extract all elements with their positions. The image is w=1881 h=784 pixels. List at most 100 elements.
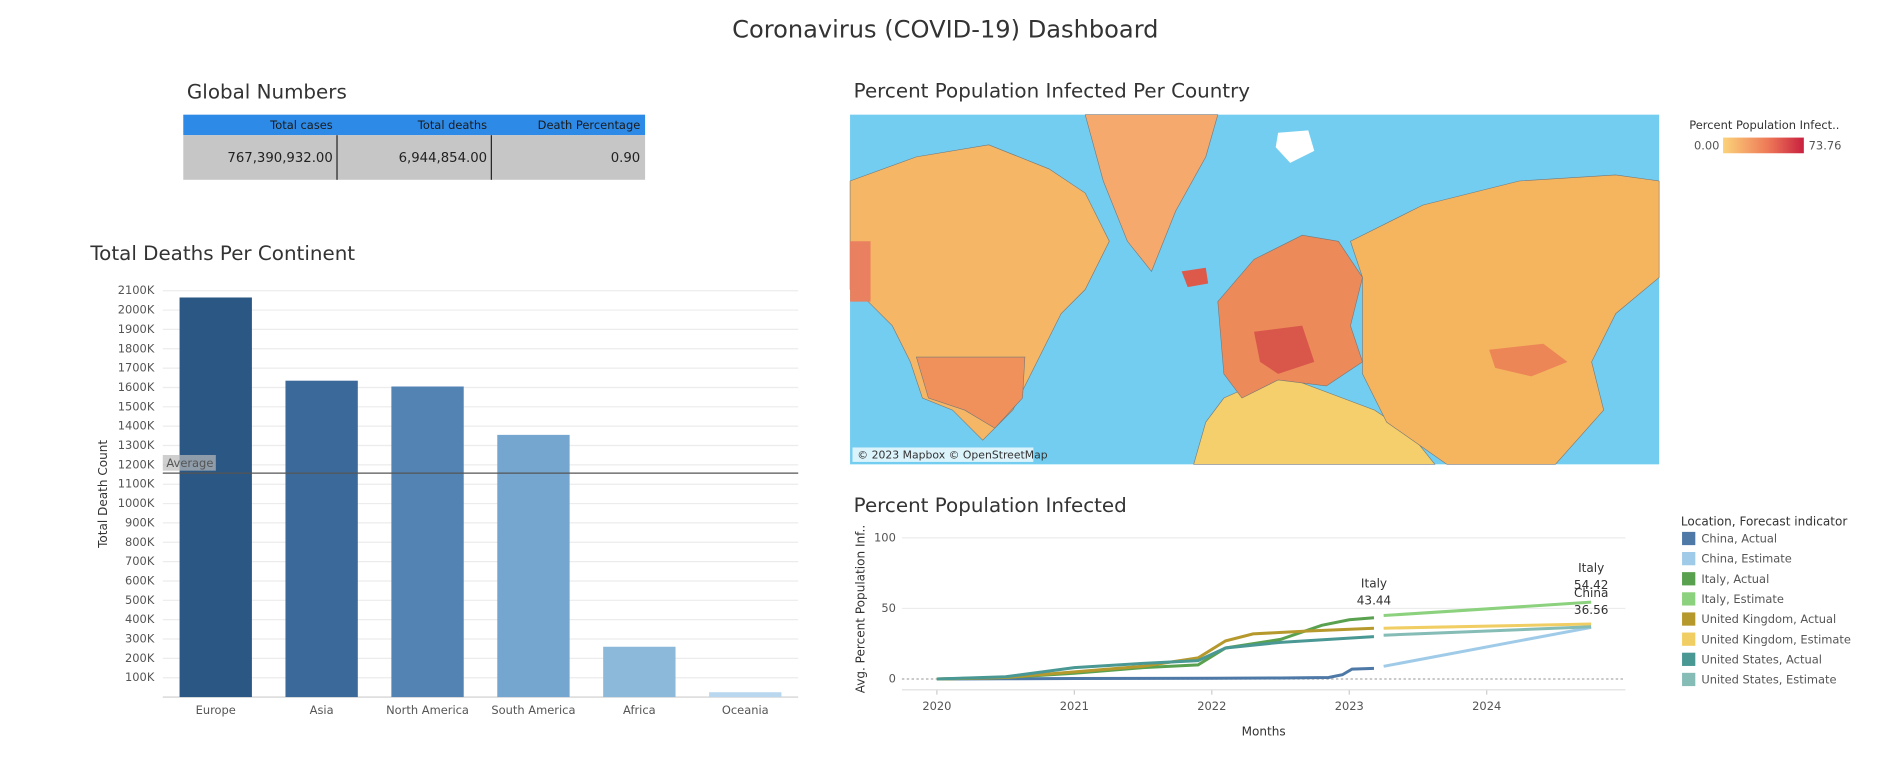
y-tick-label: 1000K [118,496,155,510]
bar [285,380,358,698]
legend-label: Italy, Estimate [1701,592,1784,606]
table-cell: 767,390,932.00 [227,151,332,166]
chart-title: Total Deaths Per Continent [89,242,355,265]
column-header: Total cases [269,118,333,132]
greenland [1084,114,1219,273]
central-europe [1254,325,1315,374]
bar-chart: Total Deaths Per Continent Total Death Co… [89,242,799,717]
legend-swatch [1682,592,1696,606]
y-tick-label: 0 [889,671,896,685]
legend-swatch [1682,672,1696,687]
y-tick-label: 1200K [118,457,155,471]
map-attribution: © 2023 Mapbox © OpenStreetMap [857,448,1047,461]
bar [709,692,782,698]
column-header: Total deaths [417,118,487,132]
legend-swatch [1682,552,1696,566]
legend-swatch [1682,531,1696,546]
x-tick-label: 2023 [1335,699,1364,713]
y-tick-label: 400K [125,612,155,626]
y-tick-label: 100 [874,530,896,544]
legend-swatch [1682,652,1696,666]
x-tick-label: Oceania [722,703,769,717]
y-tick-label: 2000K [118,303,155,317]
mongolia [1489,343,1568,377]
series-line [936,616,1375,681]
y-tick-label: 1600K [118,380,155,394]
series-line [936,635,1375,681]
y-tick-label: 1800K [118,341,155,355]
series-line [1383,622,1592,630]
x-tick-label: Europe [196,703,236,717]
y-tick-label: 2100K [118,283,155,297]
line-chart: Percent Population Infected Avg. Percent … [853,494,1851,738]
y-tick-label: 300K [125,632,155,646]
legend-swatch [1682,572,1696,586]
y-tick-label: 200K [125,651,155,665]
x-tick-label: 2022 [1197,699,1226,713]
y-tick-label: 900K [125,515,155,529]
y-tick-label: 600K [125,573,155,587]
map-legend-title: Percent Population Infect.. [1689,118,1839,132]
series-line [936,666,1375,681]
svalbard [1275,130,1315,163]
x-axis-label: Months [1242,725,1286,739]
annotation-value: 43.44 [1357,593,1392,607]
table-cell: 6,944,854.00 [399,151,488,166]
y-axis-label: Avg. Percent Population Inf.. [853,525,867,693]
y-tick-label: 1700K [118,361,155,375]
reference-label: Average [166,456,213,470]
x-tick-label: North America [386,703,469,717]
y-axis-label: Total Death Count [96,440,110,549]
table-body [183,135,646,180]
y-tick-label: 1500K [118,399,155,413]
series-line [1383,625,1592,668]
series-line [936,626,1375,681]
y-tick-label: 1100K [118,477,155,491]
color-scale-min: 0.00 [1694,139,1719,153]
y-tick-label: 1900K [118,322,155,336]
color-scale-max: 73.76 [1809,139,1842,153]
x-tick-label: 2024 [1472,699,1501,713]
legend-label: China, Actual [1701,532,1777,546]
annotation-value: 36.56 [1574,603,1609,617]
map-title: Percent Population Infected Per Country [854,79,1251,102]
bar [603,646,676,698]
annotation-label: China [1574,586,1608,600]
legend-label: Italy, Actual [1701,572,1769,586]
y-tick-label: 800K [125,535,155,549]
reference-label-bg [162,455,216,471]
y-tick-label: 1400K [118,419,155,433]
x-tick-label: Asia [310,703,334,717]
map: © 2023 Mapbox © OpenStreetMap [849,114,1660,465]
y-tick-label: 700K [125,554,155,568]
bar [179,297,252,698]
annotation-value: 54.42 [1574,578,1609,592]
legend-swatch [1682,612,1696,626]
annotation-label: Italy [1578,561,1604,575]
table-title: Global Numbers [187,80,347,103]
y-tick-label: 50 [881,601,896,615]
bar [391,386,464,698]
table-header [183,114,646,136]
europe [1217,234,1363,399]
attribution-bg [852,447,1034,462]
series-line [1383,600,1592,618]
legend-label: United States, Estimate [1701,673,1836,687]
alaska [850,241,871,302]
legend-label: United Kingdom, Actual [1701,612,1836,626]
x-tick-label: South America [491,703,575,717]
legend-label: United States, Actual [1701,652,1822,666]
x-tick-label: 2021 [1060,699,1089,713]
series-line [1383,625,1592,637]
y-tick-label: 500K [125,593,155,607]
bar [497,434,570,698]
iceland [1181,267,1209,288]
x-tick-label: 2020 [922,699,951,713]
column-header: Death Percentage [538,118,641,132]
dashboard-title: Coronavirus (COVID-19) Dashboard [732,15,1158,43]
north-america [849,144,1110,441]
y-tick-label: 100K [125,670,155,684]
table-cell: 0.90 [611,151,641,166]
legend-label: United Kingdom, Estimate [1701,632,1851,646]
